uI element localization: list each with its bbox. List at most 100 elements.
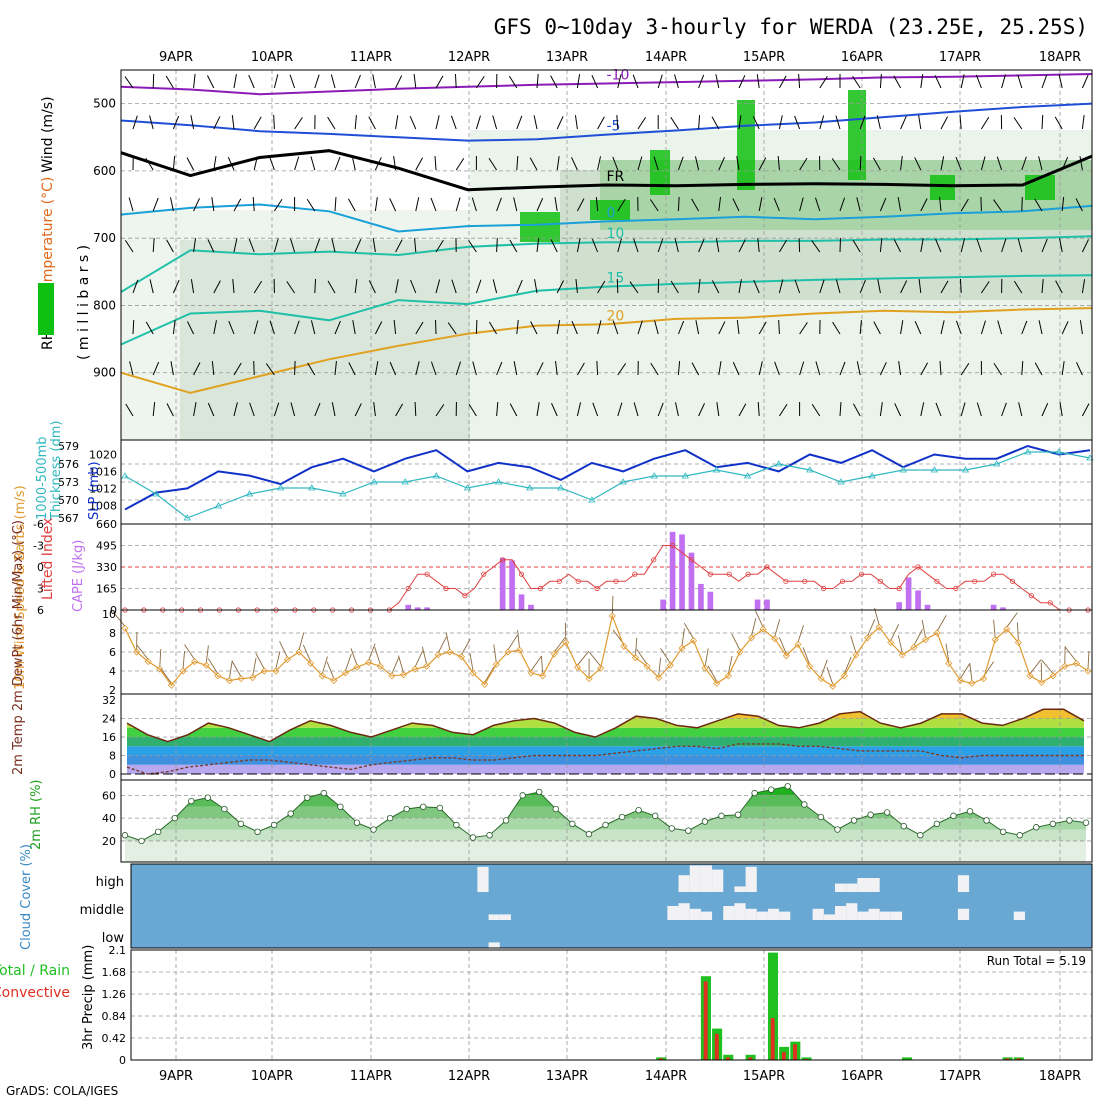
barb-10-1: [327, 116, 336, 130]
rh-marker-24: [519, 792, 526, 799]
barb-7-3: [273, 198, 283, 212]
barb-16-7: [455, 361, 462, 376]
barb-6-6: [253, 320, 259, 335]
precip-conv-bar-59: [793, 1044, 797, 1060]
barb-23-2: [597, 156, 601, 171]
barb-44-1: [1013, 117, 1023, 130]
barb-33-2: [799, 157, 808, 171]
barb-31-3: [758, 197, 763, 212]
barb-23-8: [592, 402, 599, 417]
barb-34-8: [811, 403, 821, 417]
barb-47-0: [1081, 75, 1089, 89]
thickness-marker-15: [588, 496, 596, 503]
li-marker-98: [1047, 600, 1053, 606]
barb-15-3: [430, 197, 437, 212]
barb-18-8: [496, 402, 499, 417]
li-tick-3: 3: [37, 583, 44, 596]
wind-marker-38: [562, 638, 570, 647]
wind-barb-16: [302, 644, 312, 662]
wind-marker-3: [156, 665, 164, 673]
rh-peak-1: [650, 150, 670, 195]
rh-marker-43: [834, 826, 841, 833]
barb-32-2: [777, 156, 780, 171]
li-marker-36: [462, 593, 468, 599]
barb-19-2: [516, 155, 519, 171]
barb-10-6: [334, 320, 341, 335]
cloud-cell-middle-67: [879, 911, 891, 920]
barb-44-7: [1021, 360, 1024, 376]
barb-25-1: [637, 116, 647, 130]
barb-3-4: [193, 238, 197, 253]
rh-marker-47: [900, 822, 907, 830]
rh-marker-25: [536, 788, 543, 796]
rh-marker-19: [436, 804, 444, 812]
barb-26-0: [657, 74, 663, 89]
cloud-cell-middle-54: [734, 903, 746, 920]
barb-37-3: [879, 197, 887, 212]
upper-ytick-1: 600: [93, 164, 116, 178]
wind-marker-54: [747, 634, 756, 642]
li-marker-56: [651, 557, 657, 563]
cape-bar-85: [924, 604, 931, 610]
barb-10-2: [334, 156, 341, 171]
rh-marker-33: [668, 825, 675, 832]
precip-total-bar-60: [801, 1057, 812, 1060]
li-marker-40: [500, 557, 506, 563]
barb-3-7: [193, 362, 201, 376]
barb-16-6: [447, 322, 457, 335]
wind-marker-33: [504, 648, 512, 656]
date-top-0: 9APR: [159, 50, 193, 65]
slp-tick-3: 1020: [89, 448, 117, 461]
cape-bar-83: [905, 577, 912, 610]
barb-19-7: [513, 361, 518, 376]
rh-peak-2: [737, 100, 755, 190]
cloud-cell-high-51: [700, 865, 713, 892]
wind-barb-24: [398, 655, 404, 673]
barb-11-7: [348, 362, 356, 376]
barb-2-8: [166, 403, 174, 417]
li-marker-94: [1009, 578, 1016, 584]
barb-39-1: [918, 115, 922, 130]
wind-marker-83: [1084, 667, 1092, 675]
barb-1-2: [145, 157, 154, 171]
rh-marker-10: [287, 810, 294, 817]
barb-12-2: [374, 157, 382, 171]
barb-29-4: [715, 238, 720, 253]
thickness-ylabel-2: Thickness (dm): [49, 421, 64, 521]
contour-15-5: [120, 274, 1093, 346]
thickness-marker-24: [868, 472, 876, 479]
barb-9-4: [314, 238, 321, 253]
barb-42-2: [980, 156, 986, 171]
barb-24-4: [617, 238, 622, 253]
wind-barb-55: [755, 610, 764, 628]
rh-marker-32: [652, 812, 659, 820]
wind-barb-18: [326, 661, 335, 679]
temp-tick-4: 32: [102, 694, 116, 707]
wind-barb-32: [493, 644, 497, 663]
barb-17-5: [475, 279, 482, 294]
wind-barb-19: [345, 653, 352, 672]
barb-9-6: [310, 320, 316, 335]
barb-47-3: [1075, 198, 1083, 212]
barb-13-5: [395, 279, 399, 294]
cloud-cell-high-49: [678, 875, 690, 892]
barb-10-4: [331, 238, 336, 253]
barb-16-2: [455, 157, 465, 171]
cape-bar-57: [660, 599, 666, 610]
barb-36-0: [852, 75, 861, 89]
barb-16-0: [454, 73, 457, 89]
barb-21-5: [556, 280, 565, 294]
wind-marker-15: [295, 648, 303, 656]
barb-26-8: [657, 402, 664, 417]
barb-37-2: [872, 157, 881, 171]
barb-13-1: [395, 115, 399, 130]
rh-band-1: [125, 829, 1086, 841]
cloud-cell-middle-74: [957, 908, 970, 920]
barb-9-2: [310, 156, 316, 171]
wind-barb-45: [636, 649, 648, 665]
barb-34-5: [819, 279, 825, 294]
wind-marker-50: [701, 664, 709, 672]
barb-3-6: [187, 321, 195, 335]
wind-barb-41: [589, 651, 602, 667]
barb-3-5: [190, 279, 195, 294]
